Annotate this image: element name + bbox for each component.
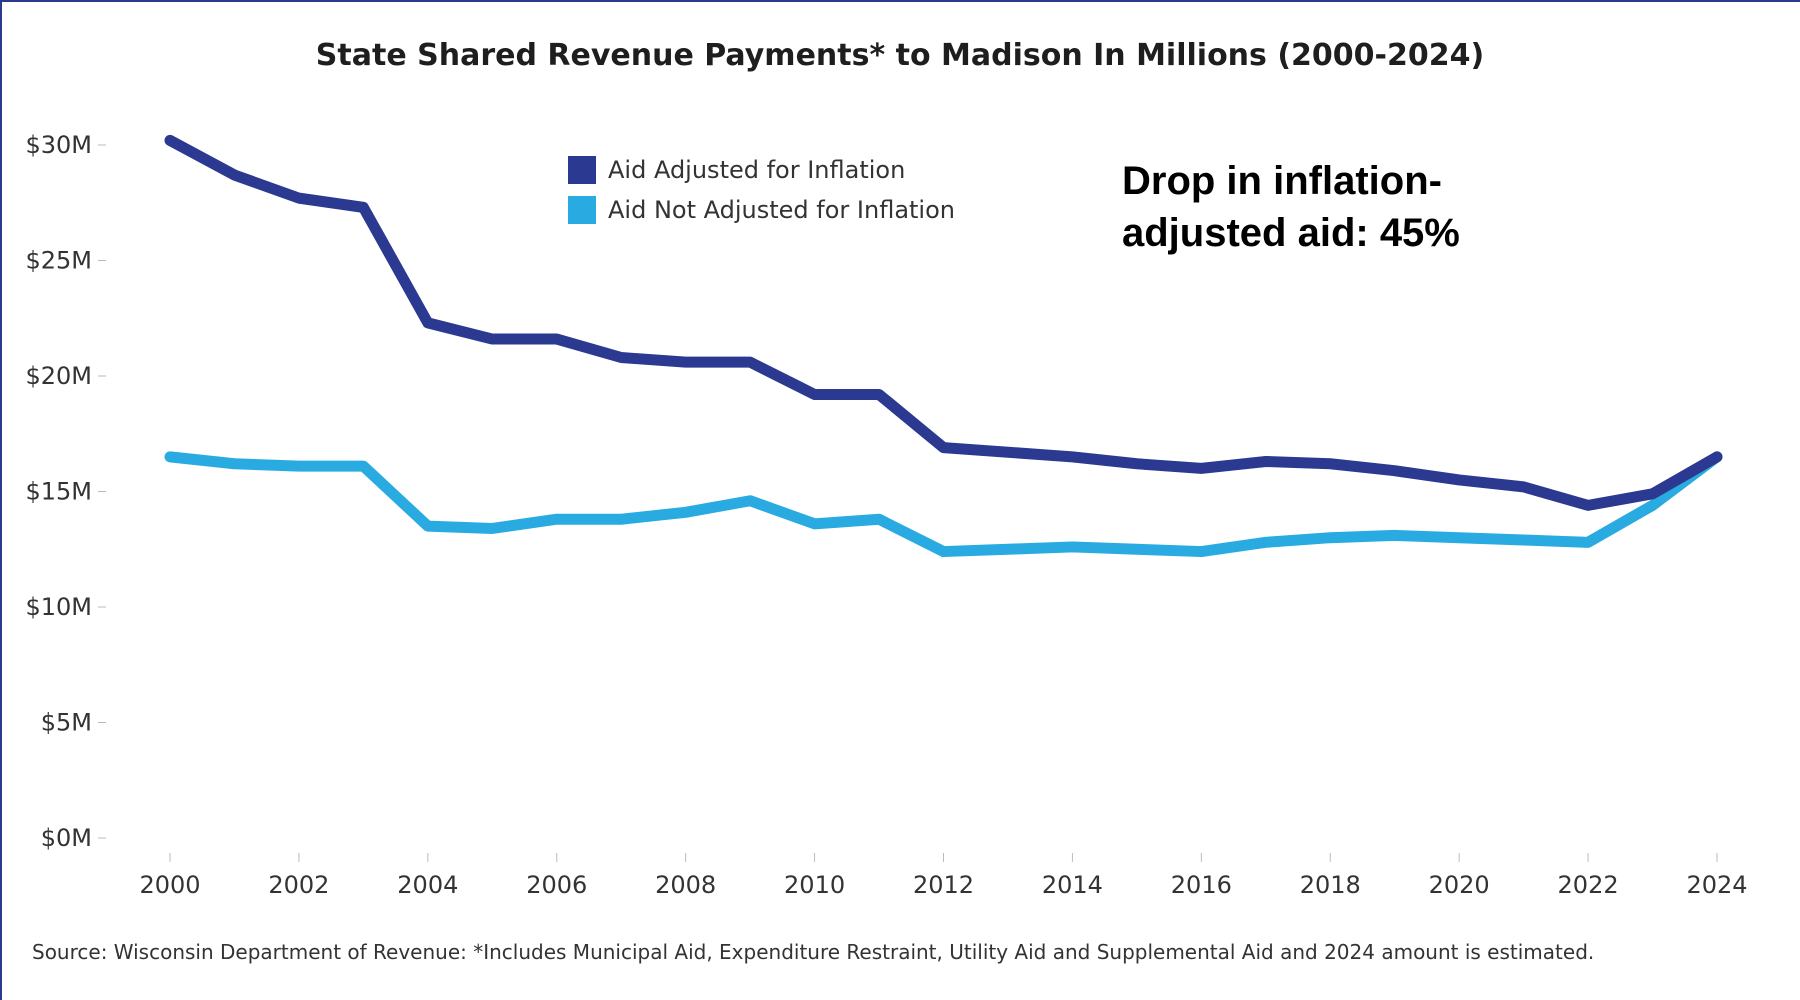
x-tick-label: 2006 (526, 871, 587, 899)
chart-annotation: Drop in inflation-adjusted aid: 45% (1122, 159, 1460, 255)
x-tick-label: 2010 (784, 871, 845, 899)
legend-label-adjusted: Aid Adjusted for Inflation (608, 156, 906, 184)
legend: Aid Adjusted for Inflation Aid Not Adjus… (568, 150, 955, 230)
y-tick-label: $15M (25, 478, 92, 506)
x-tick-label: 2004 (397, 871, 458, 899)
series-line-not-adjusted (164, 451, 1723, 558)
y-tick-label: $0M (41, 824, 92, 852)
legend-swatch-not-adjusted (568, 196, 596, 224)
chart-title: State Shared Revenue Payments* to Madiso… (315, 38, 1485, 73)
x-tick-label: 2000 (139, 871, 200, 899)
x-tick-label: 2012 (913, 871, 974, 899)
y-tick-label: $5M (41, 709, 92, 737)
source-note: Source: Wisconsin Department of Revenue:… (32, 940, 1595, 964)
x-tick-label: 2018 (1300, 871, 1361, 899)
x-tick-label: 2016 (1171, 871, 1232, 899)
legend-swatch-adjusted (568, 156, 596, 184)
x-tick-label: 2002 (268, 871, 329, 899)
x-tick-label: 2022 (1558, 871, 1619, 899)
series-layer (164, 134, 1723, 558)
y-tick-label: $20M (25, 362, 92, 390)
x-axis: 2000 2002 2004 2006 2008 2010 2012 2014 2016 2018… (139, 853, 1748, 899)
x-tick-label: 2008 (655, 871, 716, 899)
legend-item-not-adjusted: Aid Not Adjusted for Inflation (568, 190, 955, 230)
legend-label-not-adjusted: Aid Not Adjusted for Inflation (608, 196, 955, 224)
x-tick-label: 2014 (1042, 871, 1103, 899)
legend-item-adjusted: Aid Adjusted for Inflation (568, 150, 955, 190)
series-line-adjusted (164, 134, 1723, 511)
y-tick-label: $10M (25, 593, 92, 621)
y-tick-label: $25M (25, 247, 92, 275)
x-tick-label: 2024 (1686, 871, 1747, 899)
x-tick-label: 2020 (1429, 871, 1490, 899)
y-tick-label: $30M (25, 131, 92, 159)
y-axis: $0M $5M $10M $15M $20M $25M $30M (25, 131, 106, 852)
